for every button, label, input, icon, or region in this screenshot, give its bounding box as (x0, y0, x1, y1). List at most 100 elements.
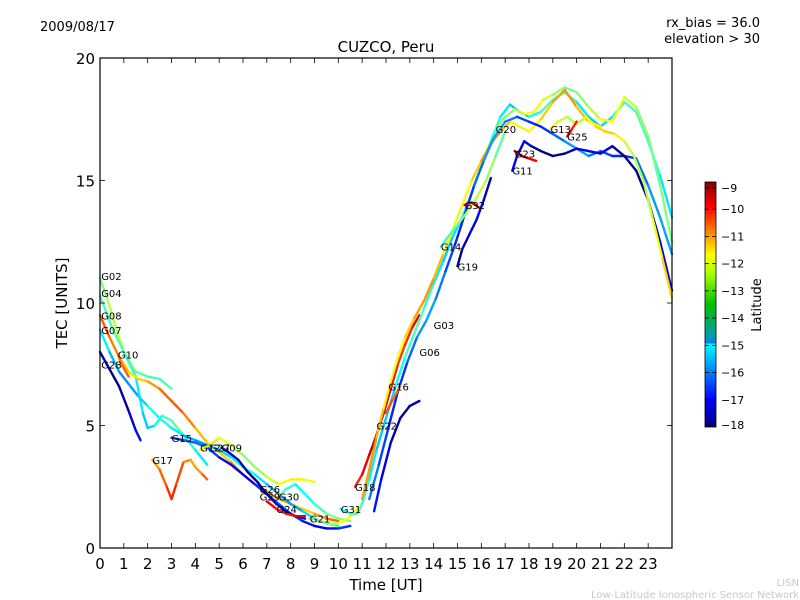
trace-segment (527, 110, 543, 119)
trace-segment (396, 343, 407, 366)
trace-segment (422, 277, 435, 302)
trace-segment (646, 135, 662, 187)
trace-segment (289, 502, 304, 513)
trace-segment (539, 98, 555, 114)
trace-segment (253, 465, 269, 479)
trace-segment (635, 157, 650, 187)
trace-segment (229, 463, 245, 476)
x-tick-label: 4 (191, 555, 201, 573)
trace-segment (294, 483, 307, 496)
trace-segment (265, 500, 278, 510)
satellite-label-G06: G06 (419, 348, 439, 359)
trace-segment (134, 375, 145, 415)
trace-segment (165, 485, 173, 501)
satellite-label-G09: G09 (222, 444, 242, 455)
satellite-label-G32: G32 (465, 201, 485, 212)
trace-segment (136, 394, 149, 408)
trace-segment (241, 473, 257, 486)
trace-segment (194, 426, 209, 444)
trace-segment (256, 480, 269, 496)
trace-segment (134, 370, 149, 378)
trace-segment (646, 184, 662, 219)
satellite-label-G23: G23 (515, 150, 535, 161)
trace-segment (301, 510, 316, 520)
trace-segment (146, 380, 161, 390)
trace-segment (246, 470, 259, 484)
trace-segment (594, 125, 607, 133)
trace-G07 (98, 328, 340, 528)
trace-G06 (372, 399, 421, 513)
trace-segment (275, 507, 288, 515)
satellite-label-G25: G25 (567, 132, 587, 143)
trace-segment (611, 95, 626, 123)
x-tick-label: 0 (95, 555, 105, 573)
trace-segment (158, 416, 173, 430)
x-tick-label: 12 (376, 555, 395, 573)
chart-title: CUZCO, Peru (338, 38, 435, 56)
x-tick-label: 19 (543, 555, 562, 573)
trace-segment (453, 213, 466, 246)
trace-segment (465, 196, 478, 214)
satellite-label-G29: G29 (260, 493, 280, 504)
trace-segment (265, 492, 278, 506)
trace-segment (194, 448, 209, 466)
trace-segment (406, 336, 419, 363)
trace-segment (503, 115, 519, 123)
trace-segment (396, 336, 407, 359)
trace-segment (175, 461, 185, 486)
trace-segment (651, 218, 664, 261)
trace-segment (110, 326, 126, 354)
satellite-labels: G02G04G08G07G10G28G15G12G27G09G17G26G29G… (101, 125, 587, 526)
satellite-label-G08: G08 (101, 311, 121, 322)
trace-G13 (549, 115, 674, 300)
trace-segment (492, 120, 507, 141)
trace-segment (422, 282, 435, 310)
trace-segment (284, 483, 297, 491)
trace-segment (136, 377, 149, 383)
trace-segment (127, 370, 140, 381)
trace-segment (170, 399, 185, 415)
trace-segment (368, 463, 381, 501)
trace-segment (394, 355, 407, 388)
satellite-label-G24: G24 (276, 505, 296, 516)
trace-segment (387, 390, 400, 430)
x-tick-label: 16 (472, 555, 491, 573)
trace-segment (456, 211, 469, 226)
satellite-label-G26: G26 (260, 485, 280, 496)
trace-segment (463, 201, 473, 207)
trace-segment (339, 507, 352, 515)
trace-segment (575, 147, 590, 153)
trace-segment (523, 140, 533, 148)
x-tick-label: 21 (591, 555, 610, 573)
trace-segment (461, 179, 473, 207)
trace-segment (360, 478, 371, 506)
x-tick-label: 23 (639, 555, 658, 573)
x-tick-label: 14 (424, 555, 443, 573)
trace-segment (375, 416, 388, 452)
satellite-label-G11: G11 (512, 167, 532, 178)
trace-segment (635, 105, 650, 138)
trace-segment (623, 100, 638, 114)
trace-segment (551, 152, 566, 158)
trace-segment (475, 179, 488, 199)
trace-segment (470, 201, 481, 209)
trace-segment (229, 443, 245, 457)
trace-segment (439, 235, 450, 248)
trace-segment (275, 502, 288, 513)
trace-segment (472, 159, 485, 187)
trace-segment (470, 159, 483, 182)
trace-segment (108, 350, 121, 373)
trace-G10 (116, 353, 130, 378)
trace-segment (539, 100, 555, 121)
plot-traces (98, 86, 674, 530)
trace-segment (446, 223, 459, 239)
trace-G22 (360, 88, 602, 501)
trace-segment (432, 252, 445, 280)
trace-segment (108, 367, 121, 388)
trace-G31 (339, 91, 674, 515)
trace-segment (265, 490, 280, 501)
trace-segment (265, 483, 280, 496)
trace-segment (484, 154, 497, 182)
trace-segment (353, 473, 364, 488)
